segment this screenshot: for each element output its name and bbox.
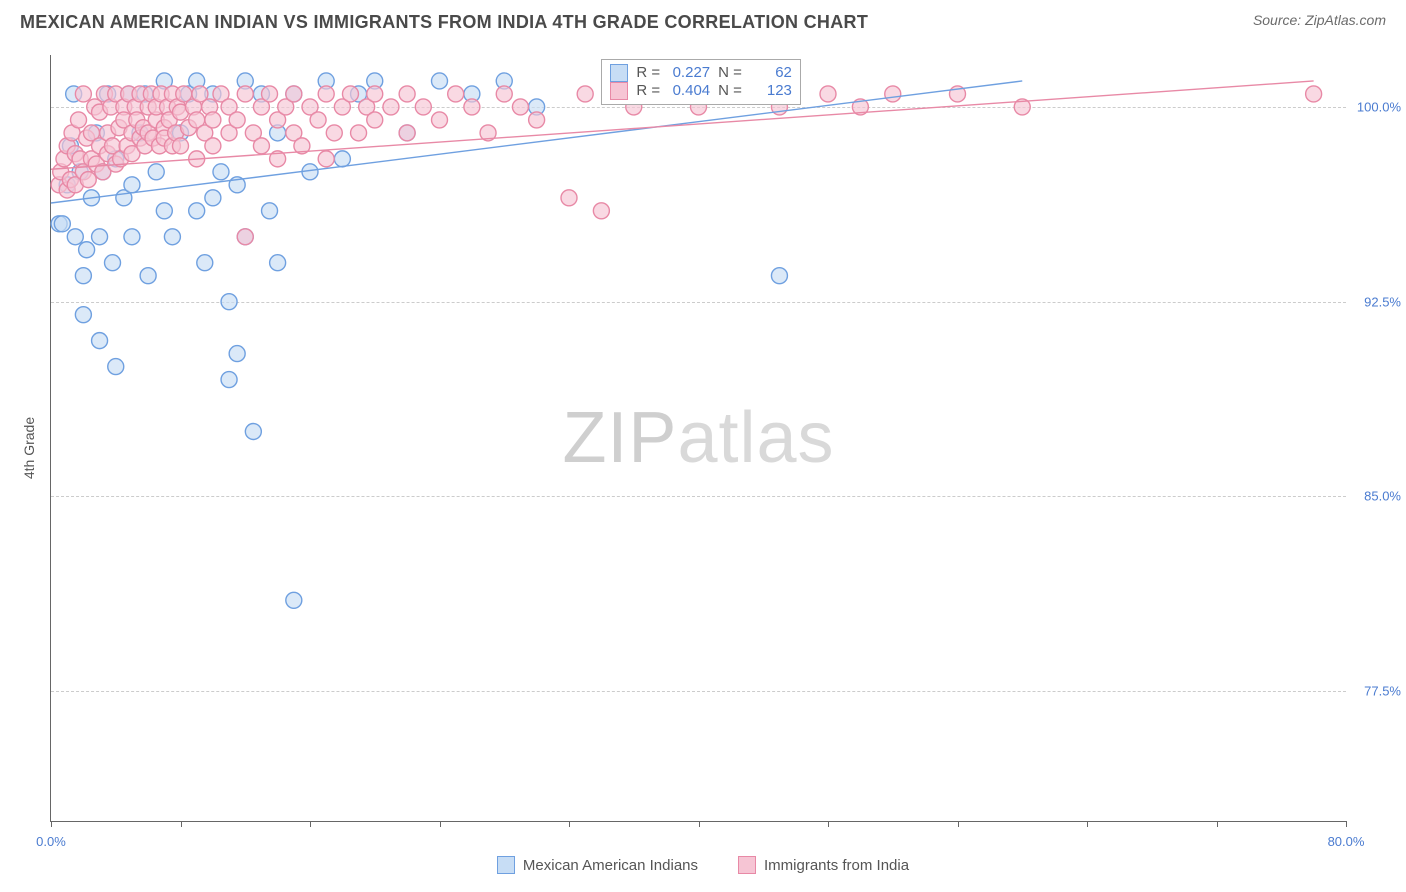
y-tick-label: 92.5% <box>1351 294 1401 309</box>
bottom-legend: Mexican American Indians Immigrants from … <box>0 856 1406 874</box>
x-tick <box>440 821 441 827</box>
x-tick <box>51 821 52 827</box>
x-tick <box>1087 821 1088 827</box>
x-tick-label: 0.0% <box>36 834 66 849</box>
n-label: N = <box>718 82 742 99</box>
n-value: 62 <box>750 64 792 81</box>
x-tick <box>699 821 700 827</box>
r-label: R = <box>636 64 660 81</box>
source-attribution: Source: ZipAtlas.com <box>1253 12 1386 28</box>
legend-item: Immigrants from India <box>738 856 909 874</box>
stats-row-blue: R = 0.227 N = 62 <box>610 64 792 82</box>
r-value: 0.227 <box>668 64 710 81</box>
n-label: N = <box>718 64 742 81</box>
x-tick <box>828 821 829 827</box>
legend-swatch <box>738 856 756 874</box>
legend-item: Mexican American Indians <box>497 856 698 874</box>
scatter-chart: ZIPatlas 77.5%85.0%92.5%100.0% 0.0%80.0%… <box>50 55 1346 822</box>
header: MEXICAN AMERICAN INDIAN VS IMMIGRANTS FR… <box>0 0 1406 41</box>
y-tick-label: 77.5% <box>1351 684 1401 699</box>
swatch-blue <box>610 64 628 82</box>
n-value: 123 <box>750 82 792 99</box>
r-value: 0.404 <box>668 82 710 99</box>
plot-area: ZIPatlas 77.5%85.0%92.5%100.0% 0.0%80.0%… <box>50 55 1346 822</box>
x-tick <box>1217 821 1218 827</box>
x-tick-label: 80.0% <box>1328 834 1365 849</box>
legend-label: Immigrants from India <box>764 857 909 874</box>
stats-legend-box: R = 0.227 N = 62 R = 0.404 N = 123 <box>601 59 801 105</box>
legend-label: Mexican American Indians <box>523 857 698 874</box>
y-tick-label: 100.0% <box>1351 99 1401 114</box>
x-tick <box>958 821 959 827</box>
swatch-pink <box>610 82 628 100</box>
y-axis-label: 4th Grade <box>21 417 37 479</box>
regression-lines <box>51 55 1346 821</box>
regression-line-blue <box>51 81 1022 203</box>
legend-swatch <box>497 856 515 874</box>
y-tick-label: 85.0% <box>1351 489 1401 504</box>
x-tick <box>181 821 182 827</box>
x-tick <box>1346 821 1347 827</box>
stats-row-pink: R = 0.404 N = 123 <box>610 82 792 100</box>
x-tick <box>569 821 570 827</box>
page-title: MEXICAN AMERICAN INDIAN VS IMMIGRANTS FR… <box>20 12 868 33</box>
r-label: R = <box>636 82 660 99</box>
x-tick <box>310 821 311 827</box>
